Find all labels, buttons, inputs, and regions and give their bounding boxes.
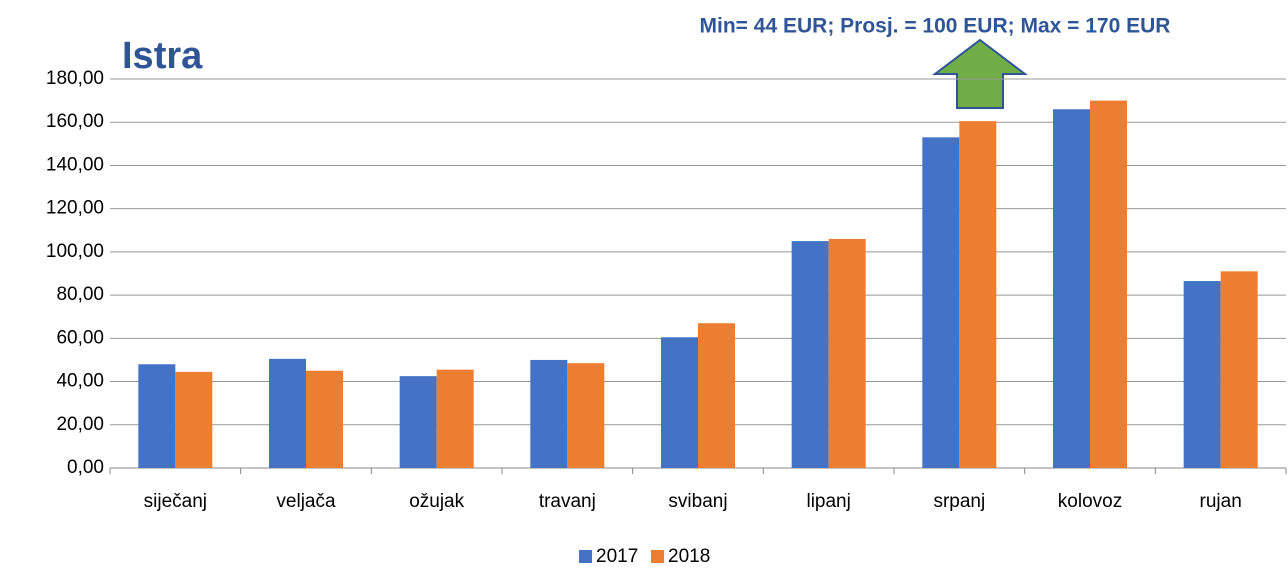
y-tick-label: 120,00	[46, 198, 104, 219]
y-tick-label: 20,00	[56, 414, 104, 435]
y-tick-label: 100,00	[46, 241, 104, 262]
legend-label: 2018	[668, 546, 710, 567]
x-tick-label: svibanj	[668, 491, 727, 512]
bar	[791, 241, 829, 468]
bar	[306, 370, 343, 468]
x-tick-label: lipanj	[806, 491, 850, 512]
legend-label: 2017	[596, 546, 638, 567]
x-tick-label: travanj	[539, 491, 596, 512]
bar	[567, 363, 605, 468]
bar	[959, 121, 997, 469]
y-tick-label: 80,00	[56, 284, 104, 305]
x-tick-label: srpanj	[933, 491, 985, 512]
bar	[1183, 281, 1221, 468]
y-tick-label: 40,00	[56, 371, 104, 392]
arrow	[932, 38, 1028, 109]
bar	[1220, 271, 1258, 468]
x-tick-label: siječanj	[144, 491, 207, 512]
bar	[661, 337, 698, 468]
bar	[922, 137, 960, 468]
bar	[828, 238, 866, 468]
y-tick-label: 180,00	[46, 68, 104, 89]
y-tick-label: 60,00	[56, 327, 104, 348]
bar	[175, 371, 213, 468]
y-tick-label: 140,00	[46, 154, 104, 175]
bar	[1053, 109, 1090, 468]
bar	[399, 376, 437, 468]
x-tick-label: rujan	[1200, 491, 1242, 512]
bar	[530, 359, 568, 468]
bar	[436, 369, 474, 468]
chart-title: Istra	[122, 35, 203, 77]
legend-swatch	[651, 550, 664, 563]
legend-swatch	[579, 550, 592, 563]
y-tick-label: 160,00	[46, 111, 104, 132]
bar	[269, 358, 306, 468]
bar	[698, 323, 735, 468]
y-tick-label: 0,00	[67, 457, 104, 478]
x-tick-label: kolovoz	[1058, 491, 1122, 512]
annotation: Min= 44 EUR; Prosj. = 100 EUR; Max = 170…	[700, 15, 1171, 38]
x-tick-label: veljača	[276, 491, 336, 512]
bar	[138, 364, 176, 468]
bar	[1090, 100, 1127, 468]
x-tick-label: ožujak	[409, 491, 464, 512]
